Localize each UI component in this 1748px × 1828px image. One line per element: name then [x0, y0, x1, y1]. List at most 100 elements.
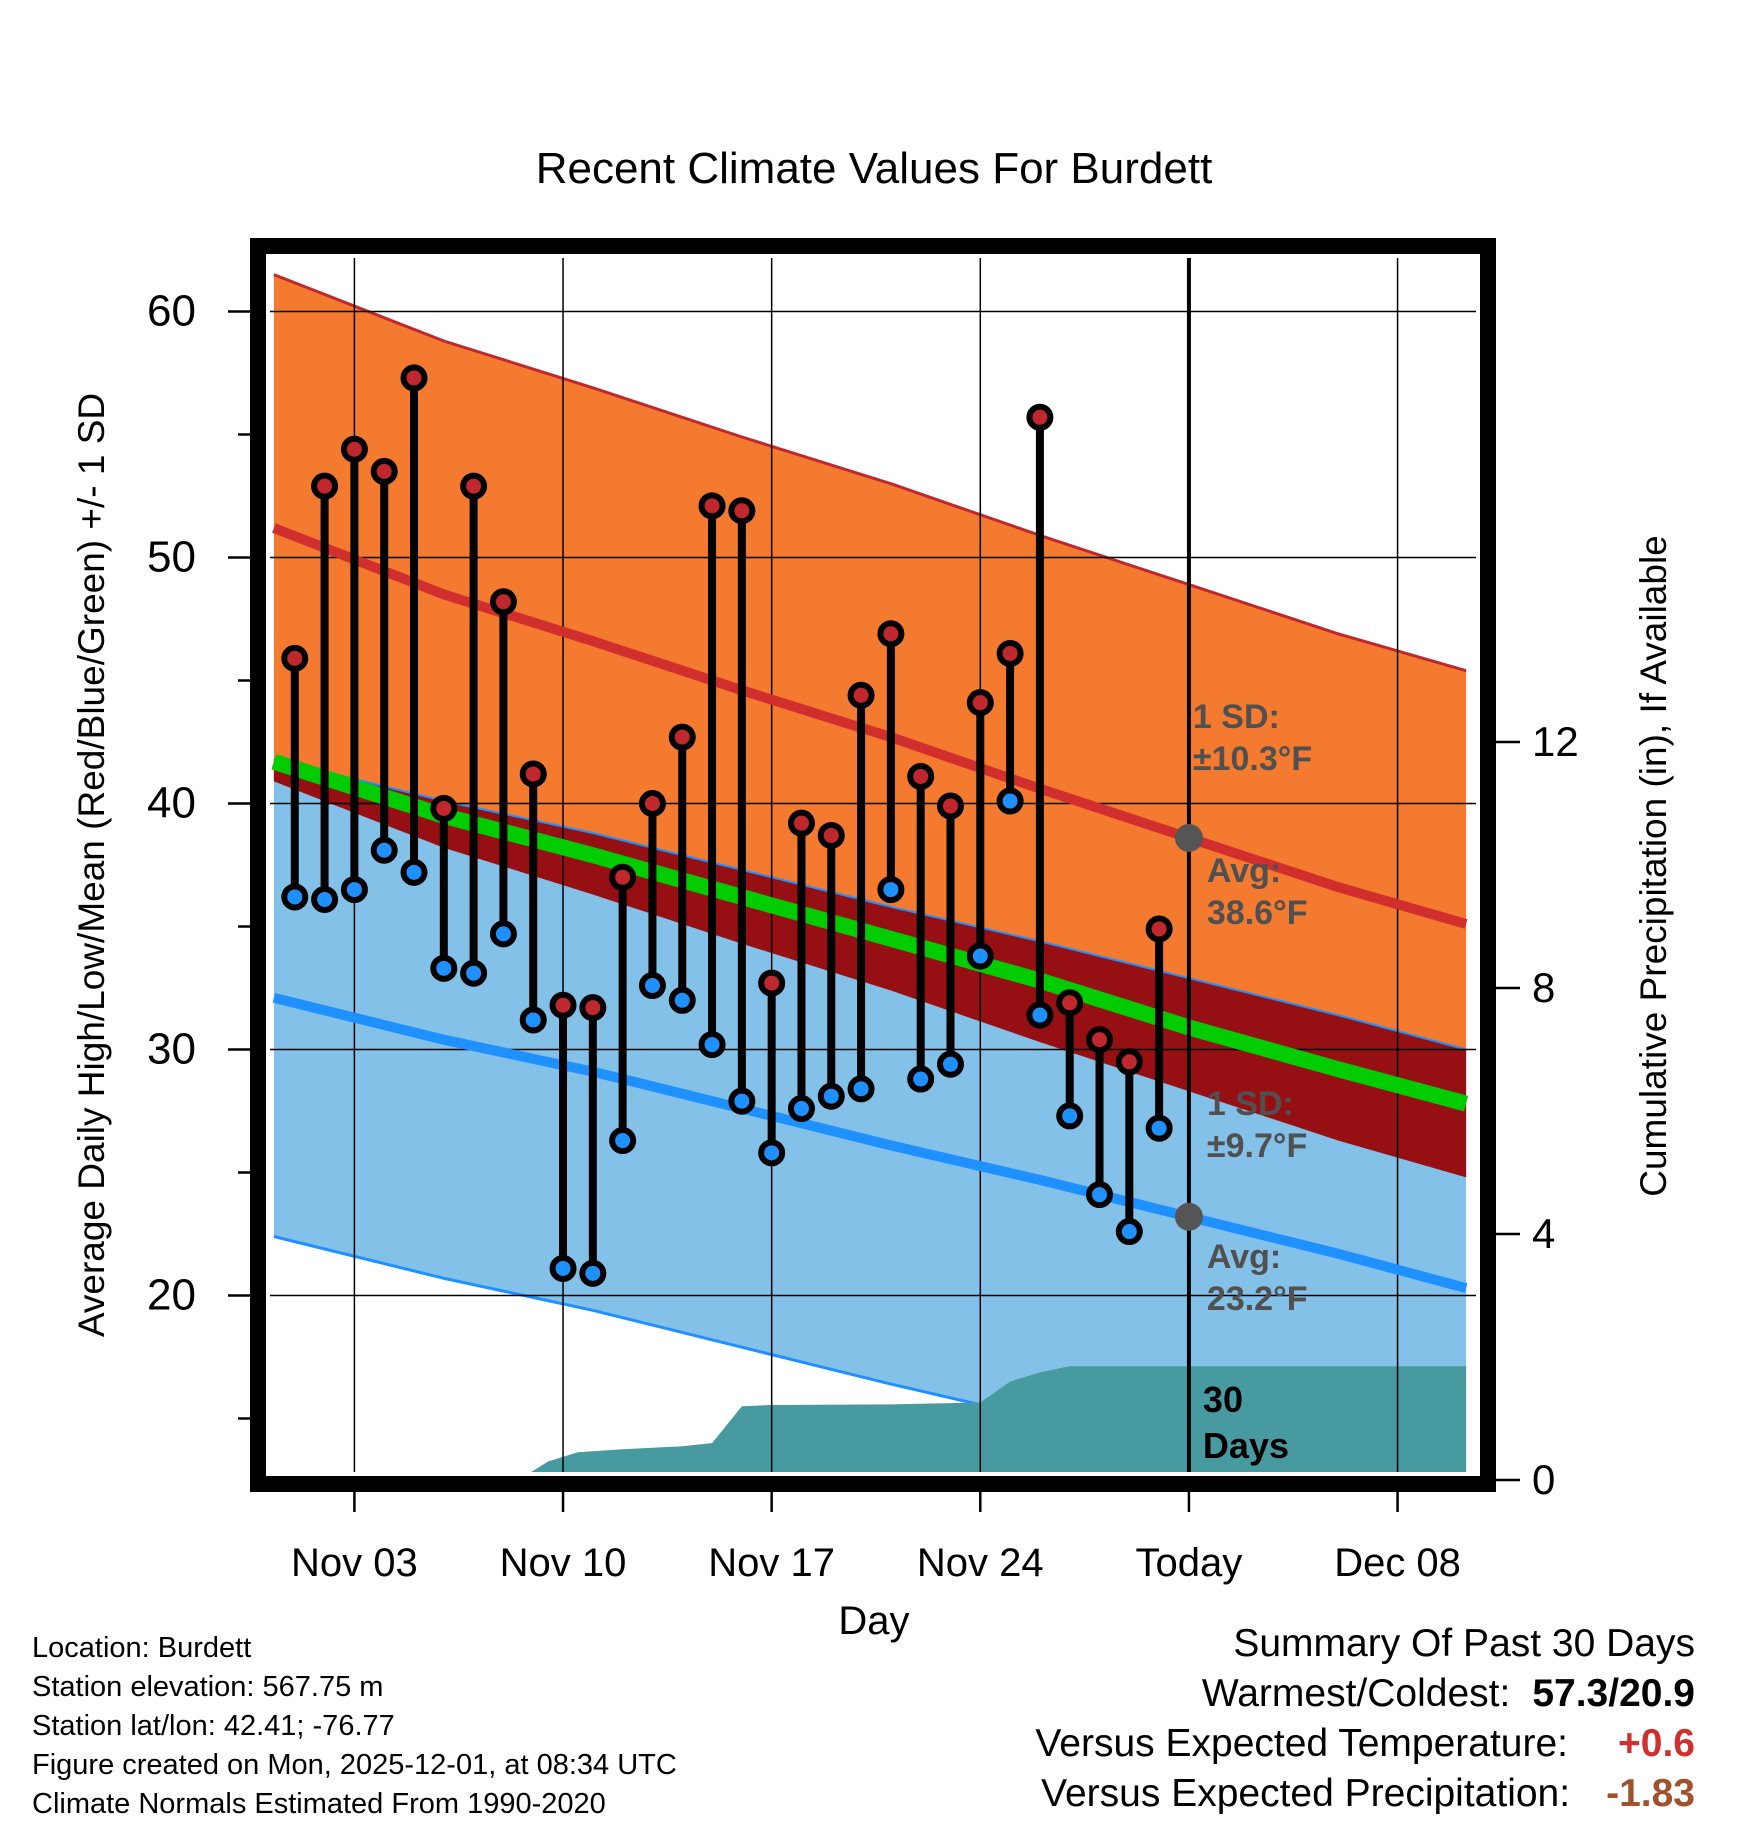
- daily-low-point: [996, 787, 1024, 815]
- annotation-high-sd-value: ±10.3°F: [1193, 740, 1312, 778]
- annotation-high-sd-label: 1 SD:: [1193, 698, 1280, 736]
- plot-frame: [250, 238, 1496, 1492]
- high-sd-upper-edge: [273, 273, 1467, 673]
- precip-area: [531, 1366, 1467, 1472]
- today-low-avg-marker: [1174, 1202, 1203, 1231]
- daily-high-point: [877, 620, 905, 648]
- summary-warm-cold-value: 57.3/20.9: [1532, 1672, 1695, 1715]
- x-tick-label: Nov 10: [500, 1541, 627, 1585]
- daily-high-point: [1056, 989, 1084, 1017]
- summary-temp-label: Versus Expected Temperature:: [1035, 1722, 1568, 1765]
- y2-tick-label: 12: [1532, 718, 1579, 765]
- daily-low-point: [579, 1259, 607, 1287]
- summary-precip-label: Versus Expected Precipitation:: [1041, 1772, 1571, 1815]
- daily-high-point: [519, 760, 547, 788]
- daily-high-point: [1145, 915, 1173, 943]
- daily-low-point: [907, 1065, 935, 1093]
- daily-low-point: [340, 876, 368, 904]
- y2-tick-label: 8: [1532, 964, 1555, 1011]
- summary-precip: Versus Expected Precipitation: -1.83: [1041, 1772, 1695, 1816]
- daily-high-point: [1026, 403, 1054, 431]
- daily-low-point: [668, 986, 696, 1014]
- daily-low-point: [281, 883, 309, 911]
- daily-high-point: [966, 689, 994, 717]
- daily-low-point: [1145, 1114, 1173, 1142]
- low-sd-upper-edge: [273, 758, 1467, 1051]
- daily-low-point: [549, 1254, 577, 1282]
- footer-created: Figure created on Mon, 2025-12-01, at 08…: [32, 1749, 677, 1781]
- daily-low-point: [370, 836, 398, 864]
- daily-high-point: [698, 492, 726, 520]
- daily-low-point: [847, 1075, 875, 1103]
- daily-high-point: [489, 588, 517, 616]
- plot-area: [270, 258, 1476, 1472]
- footer-elevation: Station elevation: 567.75 m: [32, 1671, 384, 1703]
- daily-high-point: [787, 809, 815, 837]
- x-tick-label: Dec 08: [1334, 1541, 1461, 1585]
- daily-low-point: [877, 876, 905, 904]
- daily-high-point: [370, 457, 398, 485]
- daily-high-point: [430, 794, 458, 822]
- summary-warm-cold: Warmest/Coldest: 57.3/20.9: [1202, 1672, 1695, 1716]
- x-tick-label: Nov 17: [708, 1541, 835, 1585]
- x-axis-label: Day: [838, 1599, 909, 1643]
- daily-high-point: [1086, 1026, 1114, 1054]
- daily-high-point: [281, 644, 309, 672]
- daily-low-point: [1086, 1181, 1114, 1209]
- daily-low-point: [489, 920, 517, 948]
- footer-latlon: Station lat/lon: 42.41; -76.77: [32, 1710, 395, 1742]
- daily-low-point: [787, 1095, 815, 1123]
- annotation-low-sd-label: 1 SD:: [1207, 1085, 1294, 1123]
- mean-normal-line: [271, 754, 1469, 1112]
- daily-low-point: [609, 1127, 637, 1155]
- footer-normals: Climate Normals Estimated From 1990-2020: [32, 1788, 606, 1820]
- today-high-avg-marker: [1174, 823, 1203, 852]
- annotation-low-sd-value: ±9.7°F: [1207, 1127, 1307, 1165]
- summary-title: Summary Of Past 30 Days: [1233, 1622, 1695, 1665]
- daily-high-point: [728, 497, 756, 525]
- annotation-days-word: Days: [1203, 1425, 1289, 1466]
- low-sd-band: [273, 759, 1467, 1472]
- x-tick-label: Today: [1136, 1541, 1243, 1585]
- daily-low-point: [638, 972, 666, 1000]
- daily-high-point: [1115, 1048, 1143, 1076]
- daily-low-point: [311, 885, 339, 913]
- daily-low-point: [1115, 1218, 1143, 1246]
- y-tick-label: 20: [147, 1271, 196, 1320]
- daily-low-point: [966, 942, 994, 970]
- daily-low-point: [698, 1031, 726, 1059]
- y2-axis-label: Cumulative Precipitation (in), If Availa…: [1633, 535, 1674, 1197]
- overlap-band: [273, 759, 1467, 1178]
- daily-low-point: [400, 858, 428, 886]
- daily-high-point: [996, 639, 1024, 667]
- daily-low-point: [519, 1006, 547, 1034]
- daily-high-point: [758, 969, 786, 997]
- y-axis-label: Average Daily High/Low/Mean (Red/Blue/Gr…: [71, 393, 112, 1337]
- daily-low-point: [728, 1087, 756, 1115]
- daily-high-point: [579, 994, 607, 1022]
- low-normal-line: [272, 992, 1468, 1293]
- daily-high-point: [638, 790, 666, 817]
- daily-high-point: [340, 435, 368, 463]
- annotation-days-count: 30: [1203, 1379, 1243, 1420]
- summary-temp-value: +0.6: [1618, 1722, 1695, 1765]
- daily-low-point: [758, 1139, 786, 1167]
- y2-tick-label: 4: [1532, 1210, 1555, 1257]
- y2-tick-label: 0: [1532, 1456, 1555, 1503]
- daily-high-point: [936, 792, 964, 820]
- daily-high-point: [609, 863, 637, 891]
- summary-temp: Versus Expected Temperature: +0.6: [1035, 1722, 1695, 1766]
- daily-high-point: [847, 681, 875, 709]
- y-tick-label: 60: [147, 287, 196, 336]
- x-tick-label: Nov 03: [291, 1541, 418, 1585]
- daily-high-point: [817, 821, 845, 849]
- daily-high-point: [668, 723, 696, 751]
- daily-low-point: [936, 1050, 964, 1078]
- chart-title: Recent Climate Values For Burdett: [536, 144, 1213, 193]
- annotation-high-avg-value: 38.6°F: [1207, 894, 1308, 932]
- annotation-high-avg-label: Avg:: [1207, 852, 1281, 890]
- summary-warm-cold-label: Warmest/Coldest:: [1201, 1672, 1511, 1715]
- y-tick-label: 40: [147, 779, 196, 828]
- footer-location: Location: Burdett: [32, 1632, 252, 1664]
- annotation-low-avg-label: Avg:: [1207, 1238, 1281, 1276]
